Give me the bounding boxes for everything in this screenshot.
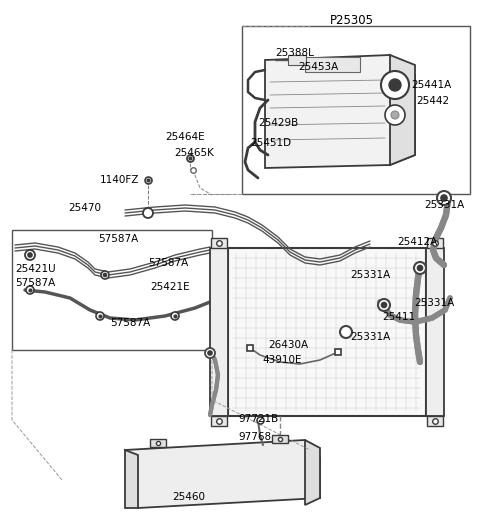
Circle shape [26, 286, 34, 294]
Text: 25465K: 25465K [174, 148, 214, 158]
Bar [288, 55, 306, 65]
Circle shape [101, 271, 109, 279]
Bar [427, 416, 443, 426]
Text: 25470: 25470 [68, 203, 101, 213]
Text: 25421U: 25421U [15, 264, 56, 274]
Bar [211, 416, 227, 426]
Text: 25453A: 25453A [298, 62, 338, 72]
Text: 57587A: 57587A [98, 234, 138, 244]
Text: 25442: 25442 [416, 96, 449, 106]
Polygon shape [125, 440, 320, 508]
Bar [242, 26, 470, 194]
Text: 26430A: 26430A [268, 340, 308, 350]
Polygon shape [305, 440, 320, 505]
Text: 25421E: 25421E [150, 282, 190, 292]
Circle shape [378, 299, 390, 311]
Text: 25331A: 25331A [424, 200, 464, 210]
Bar [272, 435, 288, 443]
Polygon shape [390, 55, 415, 165]
Circle shape [104, 273, 107, 277]
Text: 25331A: 25331A [350, 270, 390, 280]
Circle shape [205, 348, 215, 358]
Text: 57587A: 57587A [15, 278, 55, 288]
Circle shape [441, 195, 447, 201]
Text: 25411: 25411 [382, 312, 415, 322]
Bar [426, 248, 444, 416]
Circle shape [385, 105, 405, 125]
Text: 25388L: 25388L [275, 48, 314, 58]
Text: 57587A: 57587A [110, 318, 150, 328]
Bar [211, 238, 227, 248]
Circle shape [391, 111, 399, 119]
Bar [210, 248, 228, 416]
Circle shape [418, 266, 422, 270]
Circle shape [382, 303, 386, 307]
Text: 25464E: 25464E [165, 132, 204, 142]
Polygon shape [125, 450, 138, 508]
Text: 25429B: 25429B [258, 118, 298, 128]
Text: P25305: P25305 [330, 14, 374, 27]
Circle shape [171, 312, 179, 320]
Text: 43910E: 43910E [262, 355, 301, 365]
Circle shape [381, 71, 409, 99]
Text: 25451D: 25451D [250, 138, 291, 148]
Text: 1140FZ: 1140FZ [100, 175, 139, 185]
Bar [228, 248, 426, 416]
Bar [12, 230, 212, 350]
Circle shape [143, 208, 153, 218]
Text: 57587A: 57587A [148, 258, 188, 268]
Circle shape [389, 79, 401, 91]
Circle shape [208, 351, 212, 355]
Text: 25331A: 25331A [414, 298, 454, 308]
Text: 25441A: 25441A [411, 80, 451, 90]
Circle shape [340, 326, 352, 338]
Circle shape [25, 250, 35, 260]
Text: 25331A: 25331A [350, 332, 390, 342]
Bar [427, 238, 443, 248]
Text: 97721B: 97721B [238, 414, 278, 424]
Text: 25460: 25460 [172, 492, 205, 502]
Circle shape [96, 312, 104, 320]
Bar [305, 57, 360, 72]
Polygon shape [265, 55, 415, 168]
Circle shape [28, 253, 32, 257]
Text: 97768: 97768 [238, 432, 271, 442]
Circle shape [437, 191, 451, 205]
Bar [150, 439, 166, 447]
Text: 25412A: 25412A [397, 237, 437, 247]
Circle shape [414, 262, 426, 274]
